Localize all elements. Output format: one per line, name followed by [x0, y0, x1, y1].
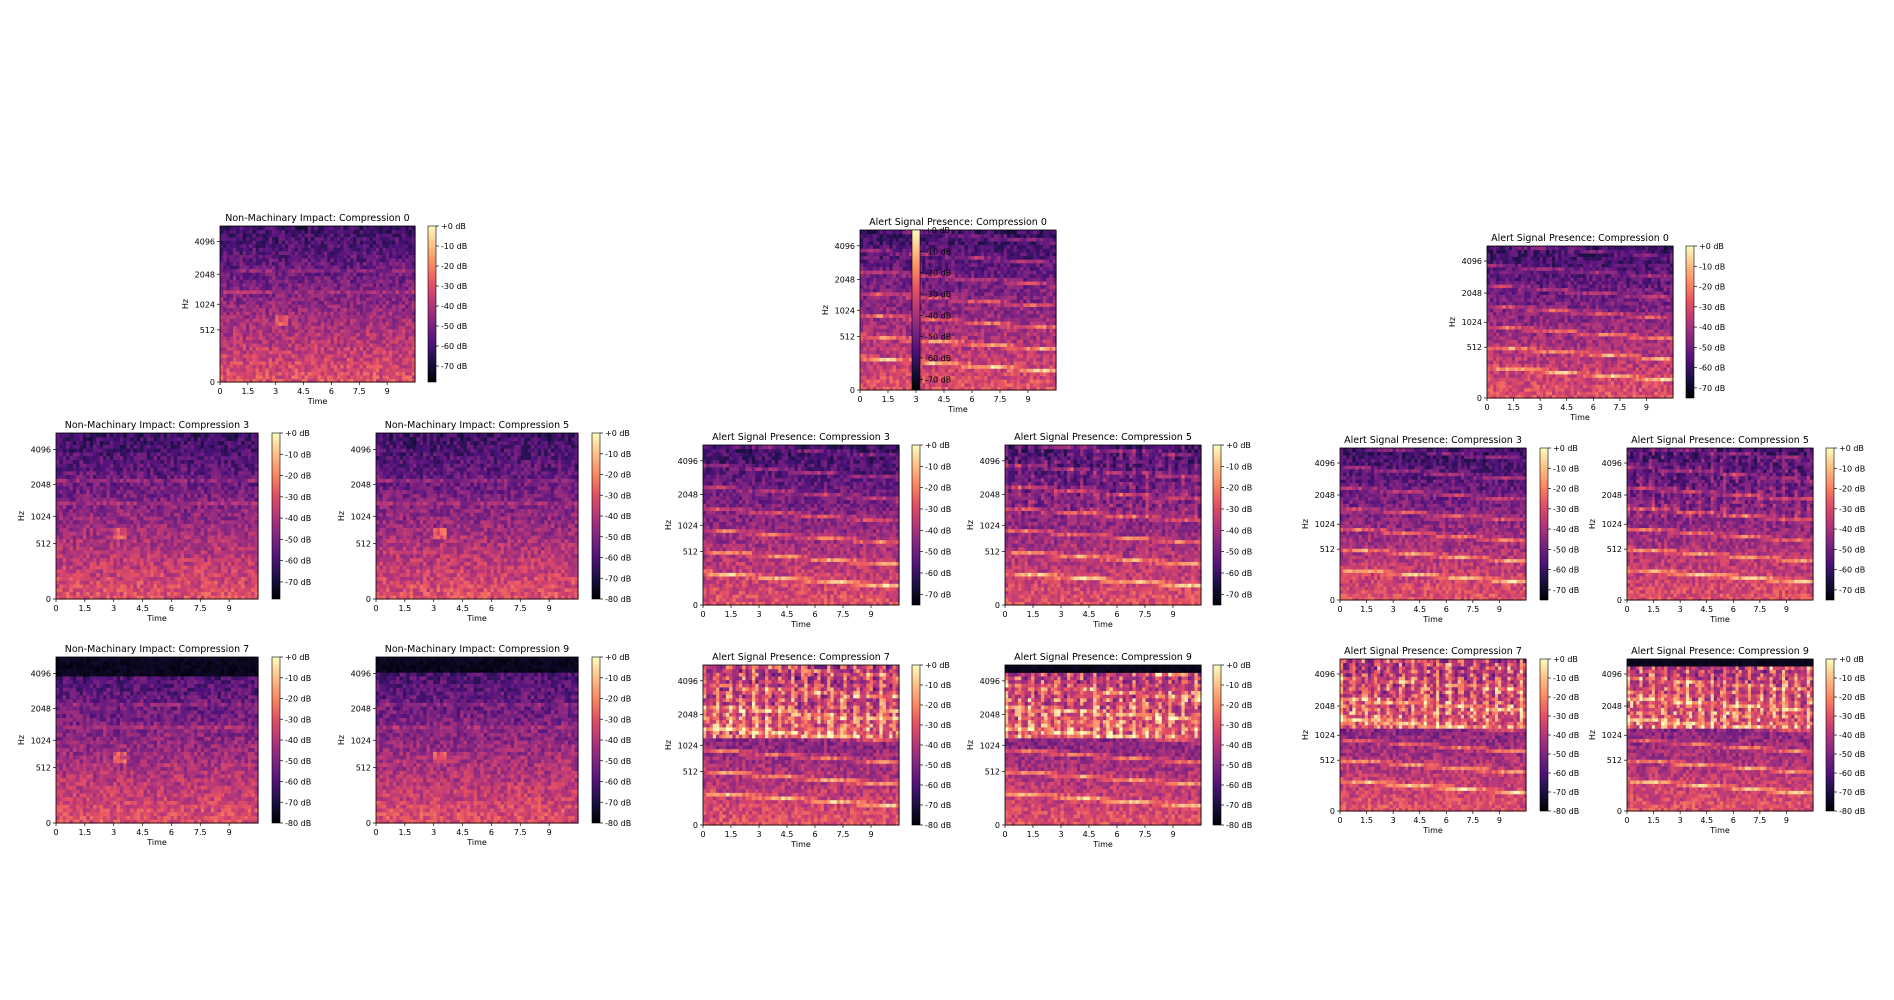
spectrogram-heatmap: [220, 226, 416, 383]
spectrogram-panel: Non-Machinary Impact: Compression 00 1.5 3…: [181, 213, 467, 406]
